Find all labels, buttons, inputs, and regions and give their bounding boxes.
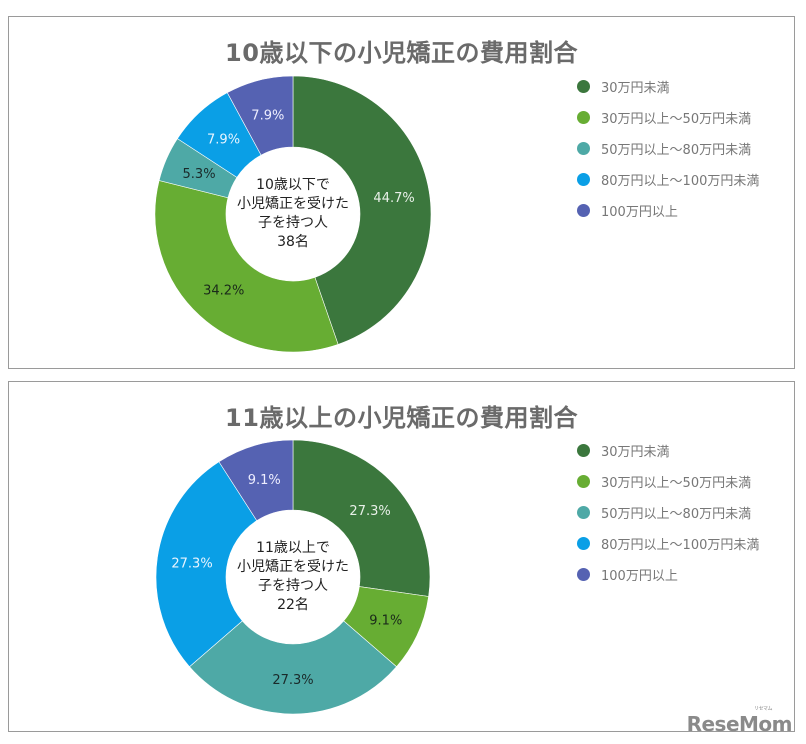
- donut-center-label: 10歳以下で 小児矯正を受けた 子を持つ人 38名: [228, 176, 358, 252]
- legend-label: 50万円以上～80万円未満: [601, 143, 752, 158]
- center-line: 子を持つ人: [258, 578, 328, 594]
- chart-title: 11歳以上の小児矯正の費用割合: [225, 404, 578, 432]
- center-line: 11歳以上で: [256, 540, 330, 556]
- donut-slice: [155, 461, 258, 668]
- slice-percent-label: 9.1%: [248, 473, 281, 488]
- chart-panel-under-10: 10歳以下の小児矯正の費用割合 44.7% 34.2% 5.3% 7.9% 7.9% 1…: [8, 16, 795, 369]
- legend-dot-icon: [577, 568, 590, 581]
- legend-label: 30万円以上～50万円未満: [601, 476, 752, 491]
- center-line: 子を持つ人: [258, 215, 328, 231]
- donut-slice: [154, 180, 339, 353]
- legend-item: 100万円以上: [577, 195, 759, 226]
- slice-percent-label: 27.3%: [349, 504, 390, 519]
- legend-label: 80万円以上～100万円未満: [601, 538, 760, 553]
- chart-legend: 30万円未満 30万円以上～50万円未満 50万円以上～80万円未満 80万円以…: [577, 435, 759, 590]
- chart-legend: 30万円未満 30万円以上～50万円未満 50万円以上～80万円未満 80万円以…: [577, 71, 759, 226]
- resemom-logo: ReseMom リセマム: [686, 706, 793, 736]
- legend-item: 100万円以上: [577, 559, 759, 590]
- legend-item: 80万円以上～100万円未満: [577, 528, 759, 559]
- legend-label: 100万円以上: [601, 205, 678, 220]
- legend-dot-icon: [577, 444, 590, 457]
- donut-chart: 27.3% 9.1% 27.3% 27.3% 9.1%: [155, 439, 431, 715]
- legend-dot-icon: [577, 475, 590, 488]
- legend-dot-icon: [577, 204, 590, 217]
- donut-chart: 44.7% 34.2% 5.3% 7.9% 7.9%: [154, 75, 432, 353]
- donut-slice: [218, 439, 294, 522]
- legend-item: 30万円未満: [577, 71, 759, 102]
- center-line: 小児矯正を受けた: [237, 196, 349, 212]
- slice-percent-label: 44.7%: [373, 191, 414, 206]
- legend-item: 30万円未満: [577, 435, 759, 466]
- donut-center-label: 11歳以上で 小児矯正を受けた 子を持つ人 22名: [228, 539, 358, 615]
- legend-label: 80万円以上～100万円未満: [601, 174, 760, 189]
- legend-item: 50万円以上～80万円未満: [577, 497, 759, 528]
- legend-dot-icon: [577, 111, 590, 124]
- center-count: 22名: [277, 597, 309, 613]
- legend-dot-icon: [577, 506, 590, 519]
- donut-slice: [189, 620, 397, 715]
- legend-label: 100万円以上: [601, 569, 678, 584]
- slice-percent-label: 7.9%: [251, 109, 284, 124]
- legend-item: 50万円以上～80万円未満: [577, 133, 759, 164]
- logo-ruby: リセマム: [753, 706, 773, 712]
- slice-percent-label: 34.2%: [203, 284, 244, 299]
- legend-dot-icon: [577, 142, 590, 155]
- slice-percent-label: 7.9%: [207, 133, 240, 148]
- slice-percent-label: 27.3%: [272, 673, 313, 688]
- legend-item: 30万円以上～50万円未満: [577, 466, 759, 497]
- slice-percent-label: 9.1%: [369, 613, 402, 628]
- chart-panel-over-11: 11歳以上の小児矯正の費用割合 27.3% 9.1% 27.3% 27.3% 9.1% …: [8, 381, 795, 732]
- center-count: 38名: [277, 234, 309, 250]
- donut-slice: [226, 75, 294, 156]
- slice-percent-label: 27.3%: [171, 556, 212, 571]
- legend-label: 30万円未満: [601, 81, 670, 96]
- legend-label: 30万円未満: [601, 445, 670, 460]
- legend-dot-icon: [577, 173, 590, 186]
- center-line: 10歳以下で: [256, 177, 330, 193]
- legend-label: 50万円以上～80万円未満: [601, 507, 752, 522]
- donut-slice: [292, 75, 432, 345]
- logo-text: ReseMom: [686, 712, 793, 736]
- legend-item: 30万円以上～50万円未満: [577, 102, 759, 133]
- legend-dot-icon: [577, 80, 590, 93]
- legend-item: 80万円以上～100万円未満: [577, 164, 759, 195]
- legend-label: 30万円以上～50万円未満: [601, 112, 752, 127]
- donut-slice: [292, 439, 431, 597]
- chart-title: 10歳以下の小児矯正の費用割合: [225, 39, 578, 67]
- legend-dot-icon: [577, 537, 590, 550]
- center-line: 小児矯正を受けた: [237, 559, 349, 575]
- slice-percent-label: 5.3%: [183, 167, 216, 182]
